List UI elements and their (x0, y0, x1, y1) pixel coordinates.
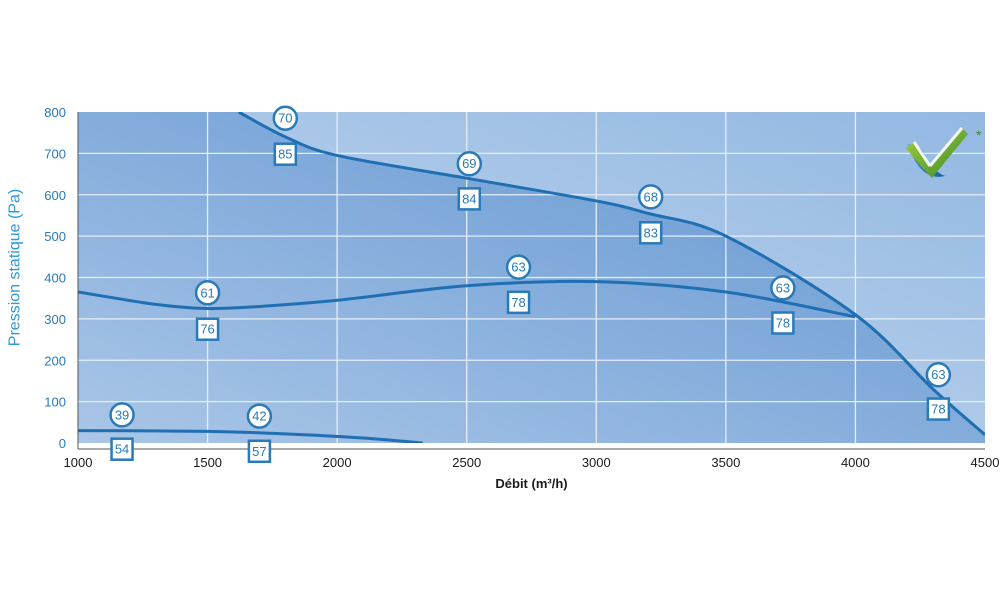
y-tick-label: 100 (44, 395, 66, 410)
marker-label: 61 (200, 285, 214, 300)
curves (78, 112, 985, 443)
marker-circle (770, 275, 796, 301)
marker-square (638, 221, 663, 245)
marker-label: 39 (115, 407, 129, 422)
marker-label: 63 (511, 260, 525, 275)
sound-level-marker: 61 (194, 280, 221, 306)
marker-label: 84 (462, 191, 476, 206)
marker-square (273, 142, 298, 166)
y-tick-label: 200 (44, 353, 66, 368)
power-level-marker: 85 (273, 142, 298, 166)
power-level-marker: 78 (926, 397, 951, 421)
marker-label: 78 (776, 316, 790, 331)
marker-label: 69 (462, 156, 476, 171)
marker-square (771, 311, 795, 335)
x-tick-label: 3500 (711, 455, 740, 470)
x-tick-label: 1000 (64, 455, 93, 470)
marker-circle (925, 361, 952, 388)
power-level-marker: 78 (506, 290, 531, 315)
x-tick-labels: 1000 1500 2000 2500 3000 3500 4000 4500 (64, 455, 1000, 470)
marker-circle (505, 254, 532, 280)
power-level-marker: 54 (110, 437, 134, 461)
sound-level-marker: 39 (109, 402, 135, 428)
sound-level-marker: 42 (246, 403, 273, 429)
marker-square (926, 397, 951, 421)
marker-label: 85 (278, 147, 292, 162)
power-level-marker: 57 (247, 439, 272, 464)
logo-asterisk: * (976, 127, 982, 143)
marker-square (195, 317, 220, 341)
marker-label: 68 (643, 189, 657, 204)
marker-circle (109, 402, 135, 428)
marker-label: 78 (511, 295, 525, 310)
sound-level-marker: 63 (925, 361, 952, 388)
sound-level-marker: 63 (505, 254, 532, 280)
sound-level-marker: 63 (770, 275, 796, 301)
marker-label: 63 (931, 367, 945, 382)
x-tick-label: 3000 (582, 455, 611, 470)
marker-label: 78 (931, 402, 945, 417)
y-tick-label: 800 (44, 105, 66, 120)
marker-square (247, 439, 272, 464)
marker-label: 57 (252, 444, 266, 459)
marker-label: 63 (776, 280, 790, 295)
x-tick-label: 1500 (193, 455, 222, 470)
marker-circle (637, 184, 664, 210)
y-tick-label: 700 (44, 146, 66, 161)
marker-label: 70 (278, 111, 292, 126)
checkmark-certification-logo: * (906, 127, 982, 178)
series-line-3 (78, 429, 423, 443)
y-axis-label: Pression statique (Pa) (7, 189, 24, 346)
series-line-2 (78, 279, 856, 319)
x-tick-label: 2500 (452, 455, 481, 470)
marker-square (506, 290, 531, 315)
y-tick-label: 500 (44, 229, 66, 244)
marker-circle (194, 280, 221, 306)
y-tick-label: 400 (44, 271, 66, 286)
marker-label: 54 (115, 442, 129, 457)
series-line-1 (237, 112, 985, 436)
power-level-marker: 76 (195, 317, 220, 341)
x-tick-label: 2000 (323, 455, 352, 470)
sound-level-marker: 70 (272, 105, 299, 131)
sound-level-marker: 69 (456, 150, 483, 177)
marker-square (110, 437, 134, 461)
marker-label: 42 (252, 409, 266, 424)
power-level-marker: 78 (771, 311, 795, 335)
data-markers: 70 85 69 84 68 83 61 76 63 78 63 78 63 78 39 54 42 57 (109, 105, 952, 464)
power-level-marker: 84 (457, 187, 482, 211)
marker-circle (456, 150, 483, 177)
grid-lines (78, 112, 985, 443)
y-tick-label: 0 (59, 436, 66, 451)
y-tick-label: 300 (44, 312, 66, 327)
x-axis-label: Débit (m³/h) (495, 476, 567, 491)
marker-circle (272, 105, 299, 131)
y-tick-labels: 0 100 200 300 400 500 600 700 800 (44, 105, 66, 451)
marker-square (457, 187, 482, 211)
marker-label: 83 (643, 225, 657, 240)
x-tick-label: 4500 (971, 455, 1000, 470)
y-tick-label: 600 (44, 188, 66, 203)
marker-label: 76 (200, 322, 214, 337)
axes (77, 112, 985, 450)
power-level-marker: 83 (638, 221, 663, 245)
marker-circle (246, 403, 273, 429)
sound-level-marker: 68 (637, 184, 664, 210)
x-tick-label: 4000 (841, 455, 870, 470)
